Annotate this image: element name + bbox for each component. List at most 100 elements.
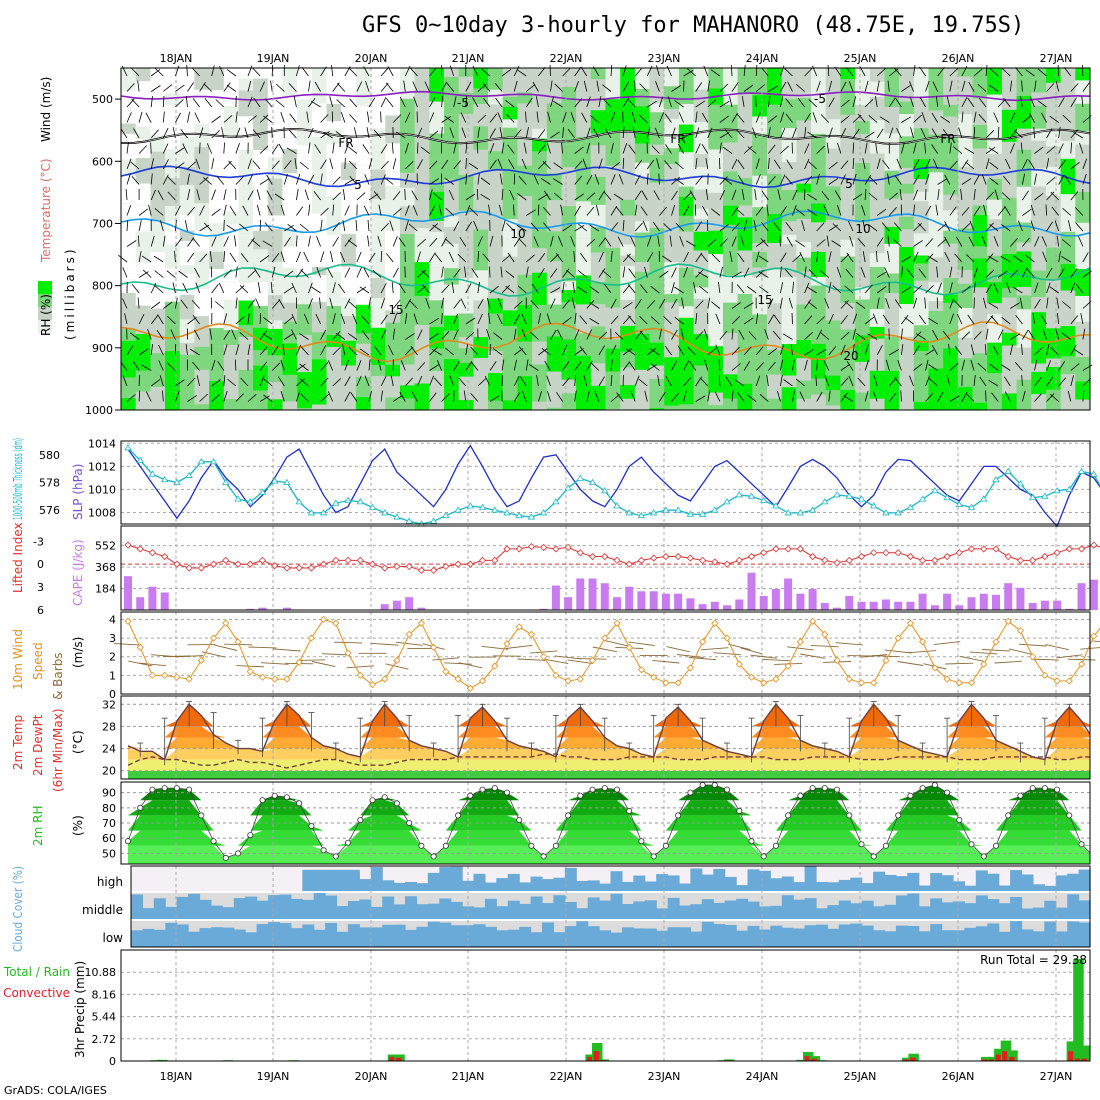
lifted-index-point — [711, 558, 719, 566]
upper-wind-barb — [786, 236, 793, 247]
upper-wind-barb — [949, 206, 957, 216]
upper-wind-barb — [457, 254, 467, 263]
rh-cell — [400, 187, 416, 207]
upper-wind-barb — [1030, 204, 1035, 216]
upper-wind-barb — [973, 331, 982, 340]
upper-wind-barb — [701, 112, 709, 123]
upper-wind-barb — [659, 328, 662, 340]
upper-wind-barb — [332, 378, 342, 387]
upper-wind-barb — [271, 253, 280, 263]
upper-wind-barb — [154, 285, 164, 294]
upper-wind-barb — [180, 299, 188, 309]
cloud-bar — [861, 900, 874, 919]
rh-point — [797, 792, 804, 799]
lifted-index-point — [588, 552, 597, 561]
upper-wind-barb — [610, 374, 613, 387]
upper-wind-barb — [342, 220, 346, 232]
rh-cell — [414, 100, 430, 132]
upper-wind-barb — [556, 392, 563, 402]
upper-wind-barb — [913, 204, 915, 216]
upper-wind-barb — [332, 313, 336, 325]
cloud-bar — [781, 876, 794, 891]
upper-wind-barb — [603, 98, 612, 108]
cloud-bar — [975, 926, 988, 947]
upper-wind-barb — [705, 189, 709, 201]
upper-wind-barb — [695, 313, 698, 325]
upper-wind-barb — [441, 236, 448, 247]
upper-wind-barb — [404, 205, 410, 216]
rh-cell — [796, 98, 812, 121]
lifted-index-point — [894, 549, 902, 557]
upper-wind-barb — [445, 207, 454, 216]
upper-wind-barb — [223, 189, 227, 201]
cloud-bar — [838, 879, 851, 891]
upper-wind-barb — [431, 348, 442, 356]
rh-cell — [620, 244, 636, 256]
upper-wind-barb — [1082, 158, 1088, 170]
upper-wind-barb — [680, 328, 684, 340]
thickness-point — [307, 509, 316, 516]
wind-speed-point — [491, 662, 499, 670]
rh-cell — [811, 159, 827, 171]
cape-bar — [1004, 583, 1013, 610]
upper-wind-barb — [465, 157, 467, 170]
upper-wind-barb — [755, 206, 764, 216]
rh-cell — [370, 243, 386, 279]
rh-cell — [649, 241, 665, 273]
rh-point — [308, 823, 315, 830]
rh-cell — [678, 306, 695, 318]
upper-wind-barb — [187, 82, 194, 92]
upper-wind-barb — [163, 84, 173, 92]
upper-wind-barb — [562, 126, 564, 139]
upper-wind-barb — [622, 302, 633, 309]
surface-wind-barb — [530, 650, 558, 654]
rh-cell — [194, 203, 210, 231]
upper-wind-barb — [429, 252, 436, 263]
rh-cell — [1016, 222, 1032, 243]
upper-wind-barb — [299, 333, 309, 340]
cloud-bar — [131, 930, 143, 947]
thickness-tick-label: 580 — [39, 449, 60, 462]
upper-wind-barb — [137, 80, 140, 92]
upper-wind-barb — [1082, 173, 1087, 185]
rh-cell — [1046, 358, 1062, 367]
upper-wind-barb — [126, 240, 137, 247]
upper-wind-barb — [263, 115, 273, 123]
lifted-index-point — [148, 549, 157, 557]
surface-wind-barb — [688, 657, 717, 661]
upper-wind-barb — [453, 329, 459, 340]
upper-wind-barb — [807, 301, 817, 309]
upper-wind-barb — [308, 282, 313, 294]
upper-wind-barb — [719, 266, 723, 278]
rh-cell — [1016, 309, 1032, 322]
upper-wind-barb — [852, 328, 856, 340]
upper-wind-barb — [678, 112, 684, 123]
rh-cell — [605, 68, 621, 100]
upper-wind-barb — [869, 176, 878, 185]
rh-cell — [928, 172, 944, 209]
upper-wind-barb — [707, 347, 717, 356]
precip-convective-bar — [804, 1056, 811, 1061]
rh-point — [882, 842, 889, 849]
rh-cell — [1001, 100, 1018, 110]
upper-wind-barb — [526, 254, 535, 263]
upper-wind-barb — [610, 251, 613, 263]
date-label-bottom: 21JAN — [452, 1070, 485, 1083]
upper-wind-barb — [894, 175, 902, 185]
rh-cell — [311, 275, 328, 302]
upper-wind-barb — [541, 347, 551, 356]
rh-cell — [561, 302, 577, 340]
rh-cell — [649, 272, 665, 282]
rh-cell — [355, 294, 372, 305]
upper-wind-barb — [424, 81, 430, 92]
upper-wind-barb — [465, 95, 467, 108]
upper-wind-barb — [385, 98, 394, 108]
upper-wind-barb — [901, 266, 904, 278]
rh-cell — [223, 345, 239, 380]
rh-cell — [370, 118, 386, 129]
upper-wind-barb — [598, 158, 603, 170]
thickness-point — [356, 498, 364, 505]
upper-wind-barb — [828, 390, 831, 402]
cloud-bar — [142, 908, 155, 919]
rh-cell — [400, 364, 416, 386]
